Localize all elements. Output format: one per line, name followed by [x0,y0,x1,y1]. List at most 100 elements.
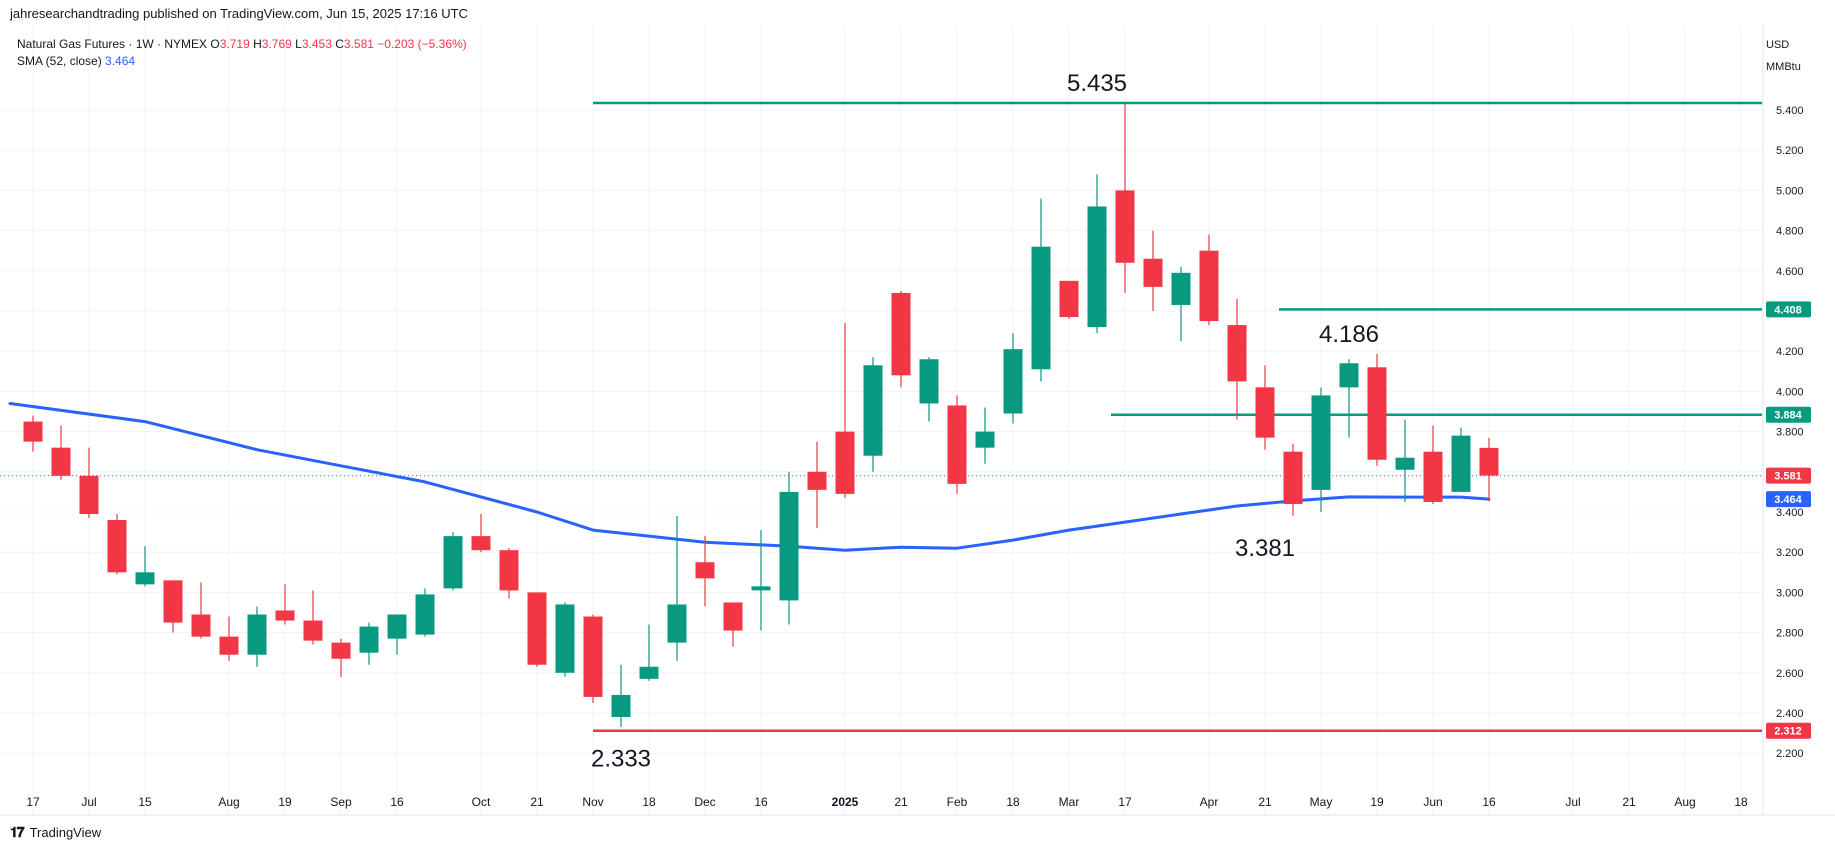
time-tick-label: 17 [26,795,40,809]
time-tick-label: 16 [390,795,404,809]
candle[interactable] [1311,387,1331,512]
candle[interactable] [1087,174,1107,334]
price-tick-label: 2.200 [1776,748,1804,760]
candle[interactable] [303,590,323,645]
candle[interactable] [163,580,183,633]
candle[interactable] [23,415,43,452]
candle[interactable] [331,638,351,677]
candle[interactable] [1143,230,1163,311]
candle[interactable] [415,588,435,637]
time-tick-label: Jul [1565,795,1580,809]
candle[interactable] [1031,198,1051,382]
time-tick-label: May [1310,795,1333,809]
candle[interactable] [807,441,827,529]
ohlc-high: 3.769 [261,37,292,51]
candle[interactable] [135,546,155,587]
candle[interactable] [891,290,911,388]
candle[interactable] [1255,365,1275,450]
last-price-tag: 3.581 [1774,471,1802,483]
ohlc-open: 3.719 [219,37,250,51]
candle-body [275,610,295,621]
candle[interactable] [1003,333,1023,424]
candle[interactable] [1339,359,1359,438]
tradingview-logo-icon: 𝟏𝟕 [10,824,25,840]
time-tick-label: 18 [1734,795,1748,809]
candle[interactable] [555,602,575,677]
candle[interactable] [779,471,799,625]
candle-body [331,642,351,659]
candle[interactable] [1479,437,1499,502]
candle[interactable] [107,514,127,575]
candle-body [359,626,379,653]
candle-body [1395,457,1415,470]
candle[interactable] [499,548,519,599]
candle[interactable] [443,532,463,591]
time-axis[interactable]: 17 Jul 15 Aug 19 Sep 16 Oct 21 Nov 18 Dec 16 2025 21 Fe… [26,795,1748,809]
price-axis[interactable]: 5.4005.2005.0004.8004.6004.4004.2004.000… [1776,105,1804,760]
sma-52-line[interactable] [8,402,1491,552]
ohlc-change: −0.203 (−5.36%) [377,37,467,51]
currency-unit[interactable]: USD MMBtu [1766,34,1801,78]
candle[interactable] [1283,443,1303,516]
candle[interactable] [667,516,687,661]
candle[interactable] [751,530,771,631]
ohlc-low-label: L [295,37,302,51]
price-annotation: 2.333 [591,745,651,772]
price-tick-label: 5.000 [1776,185,1804,197]
candle[interactable] [1395,419,1415,502]
candle[interactable] [1367,354,1387,466]
candle[interactable] [947,395,967,494]
candle[interactable] [51,425,71,480]
time-tick-label: Mar [1059,795,1080,809]
candle[interactable] [79,447,99,519]
time-tick-label: 15 [138,795,152,809]
time-tick-label: 19 [278,795,292,809]
candle[interactable] [527,592,547,667]
candle-body [1479,447,1499,476]
candle[interactable] [471,514,491,553]
footer-brand[interactable]: 𝟏𝟕 TradingView [10,824,101,841]
candle-body [835,431,855,494]
price-tick-label: 3.400 [1776,507,1804,519]
legend-symbol-row[interactable]: Natural Gas Futures · 1W · NYMEX O3.719 … [17,36,467,53]
candle[interactable] [919,357,939,422]
candle[interactable] [695,536,715,607]
candle-body [1283,451,1303,504]
candle-body [1367,367,1387,460]
candle[interactable] [219,616,239,661]
candle[interactable] [1227,298,1247,420]
candle[interactable] [1171,266,1191,342]
candle[interactable] [1423,425,1443,504]
time-tick-label: 19 [1370,795,1384,809]
candle[interactable] [863,357,883,472]
price-annotation: 4.186 [1319,321,1379,348]
price-tags: 4.408 3.884 2.312 3.581 3.464 [1766,301,1811,739]
price-tick-label: 4.000 [1776,386,1804,398]
candle[interactable] [583,614,603,703]
candle[interactable] [387,614,407,655]
legend-sma-row[interactable]: SMA (52, close) 3.464 [17,53,467,70]
ohlc-low: 3.453 [301,37,332,51]
candle[interactable] [1115,102,1135,293]
candle-body [163,580,183,623]
time-tick-label: Aug [218,795,239,809]
candle[interactable] [191,582,211,639]
candle[interactable] [611,664,631,728]
candle[interactable] [275,584,295,625]
candle[interactable] [1451,427,1471,492]
candle[interactable] [975,407,995,464]
level-price-tag-bg [1766,301,1811,318]
candle[interactable] [1199,234,1219,326]
candle[interactable] [723,602,743,647]
candle[interactable] [247,606,267,667]
candle-body [23,421,43,442]
candle[interactable] [639,624,659,681]
candle[interactable] [835,323,855,498]
brand-name: TradingView [29,825,102,840]
time-tick-label: 2025 [832,795,859,809]
annotations: 5.435 4.186 3.381 2.333 [591,70,1379,773]
candle[interactable] [359,622,379,665]
time-tick-label: 17 [1118,795,1132,809]
candle[interactable] [1059,280,1079,320]
